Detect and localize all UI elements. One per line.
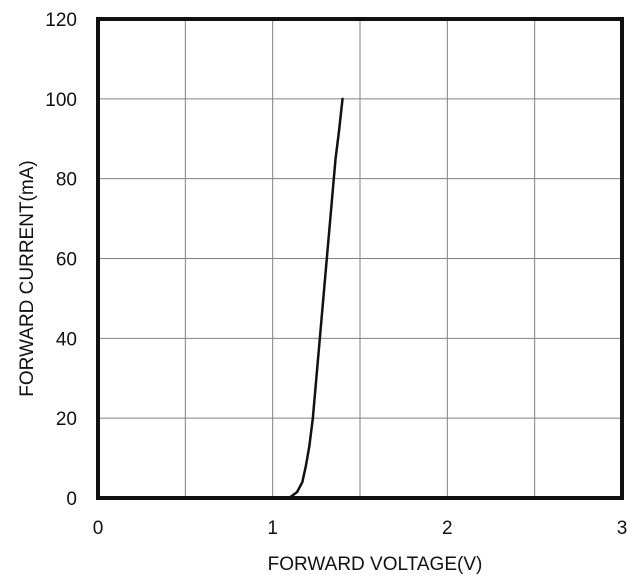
- plot-frame: [96, 17, 624, 500]
- series-line-0: [280, 97, 344, 500]
- x-tick-label: 0: [93, 518, 104, 539]
- x-tick-label: 2: [442, 518, 453, 539]
- y-tick-label: 60: [56, 250, 77, 271]
- y-tick-label: 40: [56, 329, 77, 350]
- y-tick-label: 120: [45, 10, 77, 31]
- y-tick-label: 0: [66, 489, 77, 510]
- series-layer: [280, 97, 344, 500]
- x-tick-labels: 0 1 2 3: [93, 518, 628, 539]
- y-tick-label: 80: [56, 170, 77, 191]
- x-tick-label: 3: [617, 518, 628, 539]
- x-tick-label: 1: [267, 518, 278, 539]
- grid-lines: [98, 19, 622, 498]
- y-tick-label: 100: [45, 90, 77, 111]
- y-tick-label: 20: [56, 409, 77, 430]
- y-axis-label: FORWARD CURRENT(mA): [17, 160, 38, 396]
- x-axis-label: FORWARD VOLTAGE(V): [268, 554, 483, 575]
- y-tick-labels: 0 20 40 60 80 100 120: [45, 10, 77, 510]
